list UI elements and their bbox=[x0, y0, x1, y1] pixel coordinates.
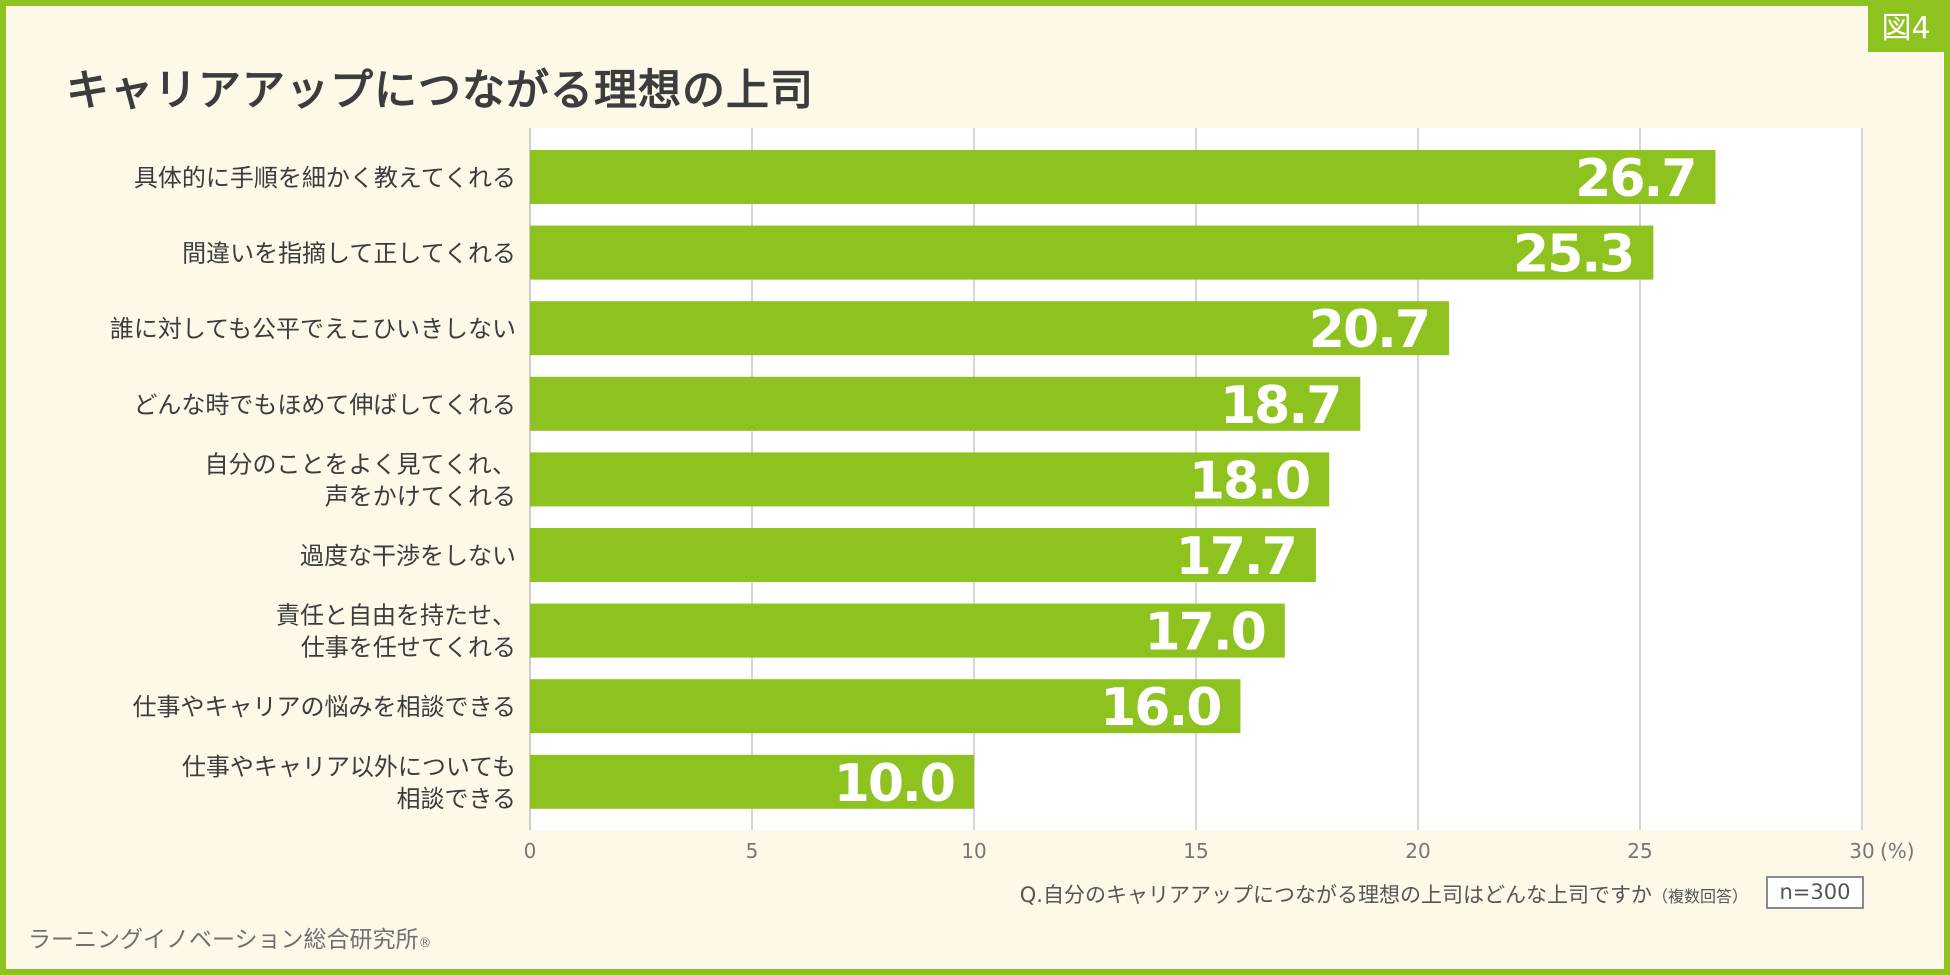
x-tick-label: 5 bbox=[746, 839, 759, 863]
chart-title: キャリアアップにつながる理想の上司 bbox=[66, 66, 814, 116]
bar bbox=[530, 528, 1316, 582]
bar bbox=[530, 754, 974, 809]
category-label: どんな時でもほめて伸ばしてくれる bbox=[133, 391, 516, 419]
sample-size-box: n=300 bbox=[1766, 876, 1864, 909]
x-unit-label: (%) bbox=[1880, 839, 1915, 863]
bar bbox=[530, 225, 1654, 280]
category-label: 仕事やキャリアの悩みを相談できる bbox=[132, 693, 516, 721]
category-label: 過度な干渉をしない bbox=[300, 542, 516, 570]
category-label: 誰に対しても公平でえこひいきしない bbox=[110, 315, 516, 343]
data-label: 25.3 bbox=[1513, 225, 1633, 285]
x-tick-label: 15 bbox=[1183, 839, 1208, 863]
category-label: 自分のことをよく見てくれ、 bbox=[204, 450, 516, 478]
registered-mark: ® bbox=[418, 936, 432, 951]
bar bbox=[530, 679, 1241, 734]
bar bbox=[530, 150, 1716, 204]
survey-question: Q.自分のキャリアアップにつながる理想の上司はどんな上司ですか（複数回答） bbox=[1020, 879, 1748, 909]
bar bbox=[530, 452, 1330, 507]
category-label: 間違いを指摘して正してくれる bbox=[182, 240, 516, 268]
x-tick-label: 30 bbox=[1849, 839, 1874, 863]
category-label: 責任と自由を持たせ、 bbox=[276, 602, 516, 630]
data-label: 20.7 bbox=[1309, 300, 1429, 360]
bar bbox=[530, 301, 1450, 356]
survey-question-text: Q.自分のキャリアアップにつながる理想の上司はどんな上司ですか bbox=[1019, 883, 1652, 907]
figure-number-badge: 図4 bbox=[1868, 6, 1944, 52]
x-tick-label: 10 bbox=[961, 839, 986, 863]
bar bbox=[530, 376, 1361, 431]
category-label: 仕事やキャリア以外についても bbox=[182, 753, 516, 781]
x-tick-label: 25 bbox=[1627, 839, 1652, 863]
category-label: 具体的に手順を細かく教えてくれる bbox=[134, 164, 516, 192]
data-label: 18.0 bbox=[1189, 451, 1309, 511]
survey-question-note: （複数回答） bbox=[1651, 887, 1748, 906]
x-tick-label: 20 bbox=[1405, 839, 1430, 863]
data-label: 17.0 bbox=[1144, 603, 1264, 663]
bar bbox=[530, 603, 1285, 658]
source-credit-text: ラーニングイノベーション総合研究所 bbox=[28, 927, 419, 953]
category-label: 相談できる bbox=[396, 785, 516, 813]
data-label: 17.7 bbox=[1176, 527, 1296, 587]
category-label: 声をかけてくれる bbox=[325, 482, 516, 510]
data-label: 18.7 bbox=[1220, 376, 1340, 436]
data-label: 10.0 bbox=[834, 754, 954, 814]
category-label: 仕事を任せてくれる bbox=[301, 634, 516, 662]
x-tick-label: 0 bbox=[524, 839, 537, 863]
data-label: 26.7 bbox=[1575, 149, 1695, 209]
data-label: 16.0 bbox=[1100, 678, 1220, 738]
source-credit: ラーニングイノベーション総合研究所® bbox=[28, 920, 432, 954]
